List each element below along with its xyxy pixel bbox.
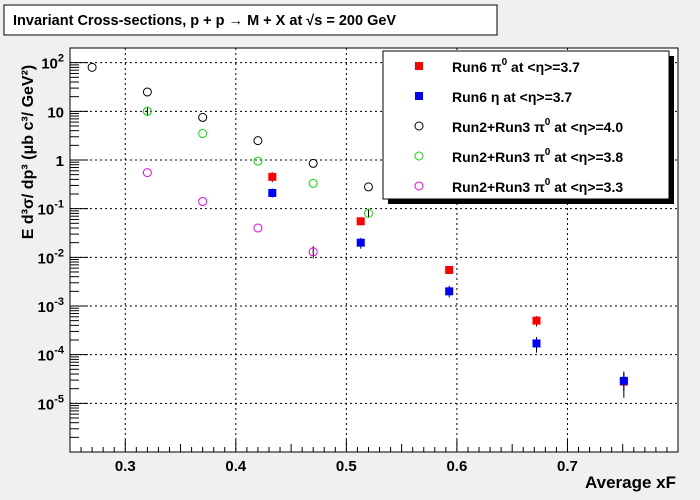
y-tick-label: 10-4: [38, 345, 65, 365]
x-tick-label: 0.6: [446, 458, 467, 475]
data-point: [363, 208, 373, 218]
legend-label: Run6 π0 at <η>=3.7: [452, 57, 580, 75]
legend-marker: [415, 92, 423, 100]
data-marks: [87, 62, 628, 398]
data-point: [142, 168, 152, 178]
series-1: [268, 188, 628, 391]
y-tick-label: 10-2: [38, 247, 64, 267]
legend-label: Run2+Run3 π0 at <η>=3.8: [452, 147, 623, 165]
series-4: [142, 168, 318, 259]
data-point: [532, 316, 541, 325]
data-point: [445, 287, 454, 296]
y-tick-label: 1: [56, 153, 64, 170]
chart-title: Invariant Cross-sections, p + p → M + X …: [13, 13, 396, 29]
data-point: [142, 106, 152, 116]
data-point: [268, 172, 277, 181]
data-point: [532, 339, 541, 348]
data-point: [356, 217, 365, 226]
legend-marker: [414, 121, 424, 131]
y-tick-label: 10-1: [38, 199, 64, 219]
data-point: [268, 188, 277, 197]
data-point: [308, 178, 318, 188]
data-point: [253, 156, 263, 166]
title-box: Invariant Cross-sections, p + p → M + X …: [3, 4, 498, 36]
y-tick-label: 10-5: [38, 393, 64, 413]
x-axis-label: Average xF: [585, 473, 676, 492]
data-point: [198, 197, 208, 207]
y-tick-label: 102: [41, 53, 64, 73]
legend: Run6 π0 at <η>=3.7 Run6 η at <η>=3.7 Run2+…: [382, 50, 674, 204]
data-point: [356, 238, 365, 247]
data-point: [445, 265, 454, 274]
data-point: [363, 182, 373, 192]
data-point: [619, 376, 628, 385]
legend-label: Run6 η at <η>=3.7: [452, 89, 572, 105]
legend-label: Run2+Run3 π0 at <η>=4.0: [452, 117, 623, 135]
x-tick-label: 0.4: [225, 458, 247, 475]
data-point: [253, 136, 263, 146]
series-3: [142, 106, 373, 218]
axes: 0.3 0.4 0.5 0.6 0.7 102 10 1 10-1 10-2 10-3 10-4 10-…: [38, 53, 668, 475]
data-point: [308, 158, 318, 168]
legend-label: Run2+Run3 π0 at <η>=3.3: [452, 177, 623, 195]
series-2: [87, 62, 373, 192]
data-point: [142, 87, 152, 97]
y-tick-label: 10-3: [38, 296, 64, 316]
data-point: [198, 112, 208, 122]
y-axis-label: E d³σ/ dp³ (μb c³/ GeV²): [20, 65, 37, 240]
x-tick-label: 0.7: [557, 458, 578, 475]
title-background: [3, 4, 498, 36]
legend-marker: [414, 181, 424, 191]
legend-marker: [414, 151, 424, 161]
data-point: [87, 62, 97, 72]
legend-box: [382, 50, 670, 200]
data-point: [308, 247, 318, 257]
data-point: [253, 223, 263, 233]
y-tick-label: 10: [47, 104, 64, 121]
x-tick-label: 0.5: [336, 458, 357, 475]
legend-marker: [415, 62, 423, 70]
data-point: [198, 129, 208, 139]
x-tick-label: 0.3: [115, 458, 136, 475]
